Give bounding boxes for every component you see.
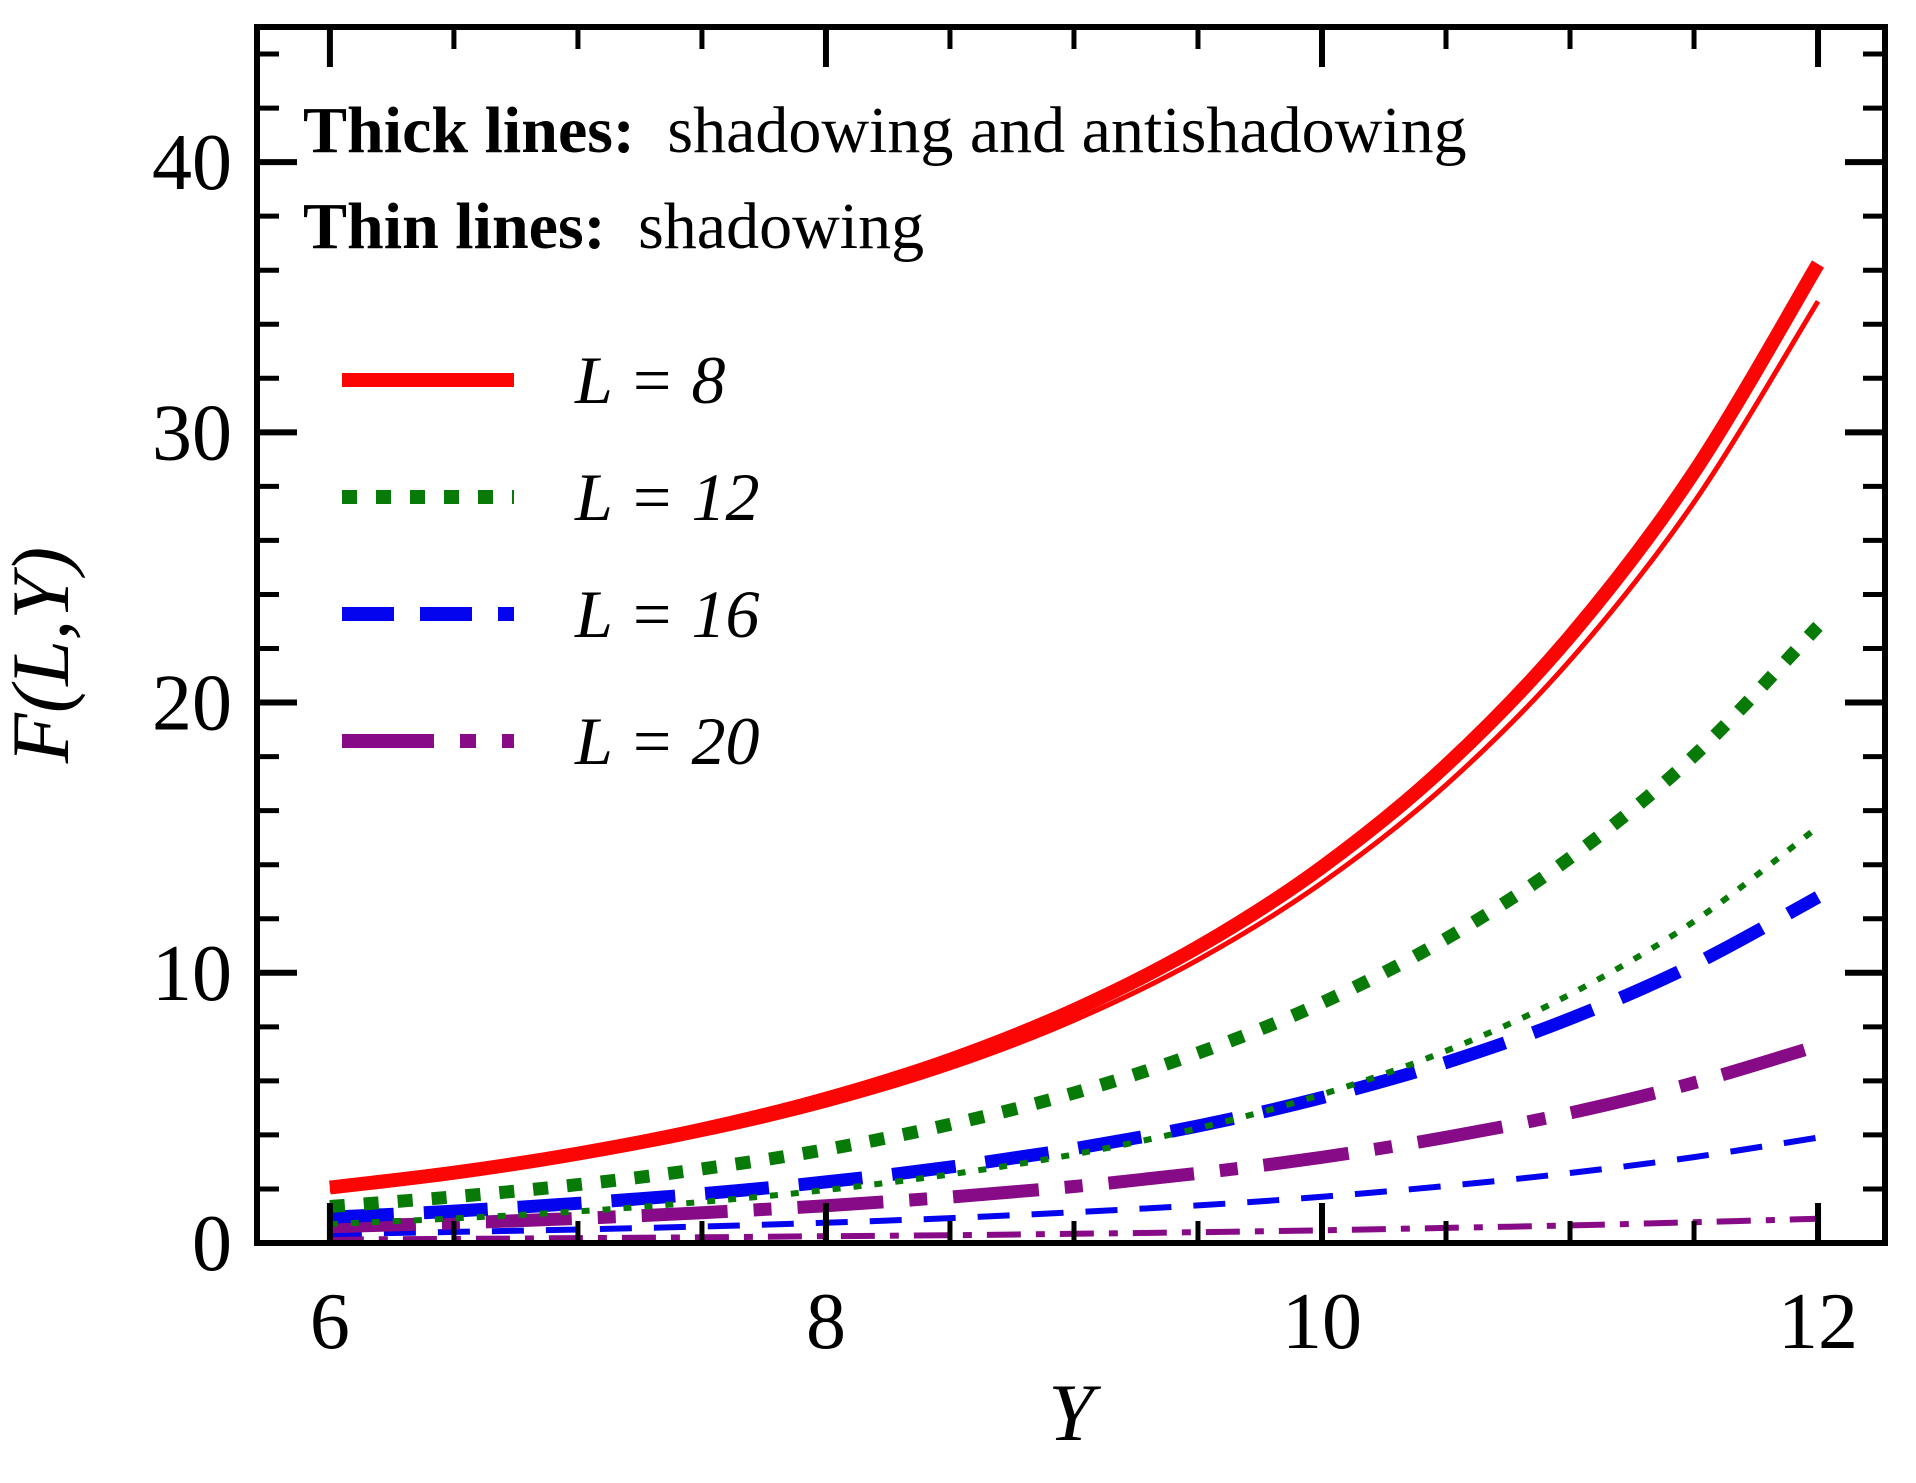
x-tick-label-10: 10	[1282, 1278, 1362, 1366]
annotation-thick-text: shadowing and antishadowing	[667, 94, 1466, 167]
y-tick-label-30: 30	[152, 389, 232, 477]
curve-L12-thick	[329, 621, 1823, 1213]
annotation-thin-label: Thin lines:	[303, 190, 606, 263]
curve-L16-thick	[329, 891, 1822, 1224]
annotation-thin-text: shadowing	[638, 190, 924, 263]
y-tick-label-10: 10	[152, 930, 232, 1018]
y-axis-title: F(L,Y)	[0, 547, 86, 764]
axes-layer: 6 8 10 12 0 10 20 30 40	[152, 24, 1888, 1366]
curve-L8-thin	[329, 299, 1821, 1193]
legend-label-L20: L = 20	[574, 703, 759, 779]
legend-label-L16: L = 16	[574, 576, 759, 652]
y-tick-label-40: 40	[152, 119, 232, 207]
x-axis-title: Y	[1048, 1367, 1101, 1458]
y-tick-label-0: 0	[192, 1200, 232, 1288]
x-tick-label-6: 6	[310, 1278, 350, 1366]
y-tick-label-20: 20	[152, 660, 232, 748]
curve-L8-thick	[329, 260, 1825, 1195]
plot-frame	[254, 24, 1888, 1246]
legend-label-L12: L = 12	[574, 459, 759, 535]
legend-label-L8: L = 8	[574, 342, 725, 418]
annotation-thick-lines: Thick lines: shadowing and antishadowing	[303, 94, 1467, 167]
x-tick-label-12: 12	[1778, 1278, 1858, 1366]
curve-L20-thick	[329, 1039, 1820, 1234]
annotation-thin-lines: Thin lines: shadowing	[303, 190, 924, 263]
x-tick-label-8: 8	[806, 1278, 846, 1366]
curve-L16-thin	[329, 1134, 1819, 1238]
curves-layer	[329, 260, 1825, 1243]
annotation-thick-label: Thick lines:	[303, 94, 635, 167]
